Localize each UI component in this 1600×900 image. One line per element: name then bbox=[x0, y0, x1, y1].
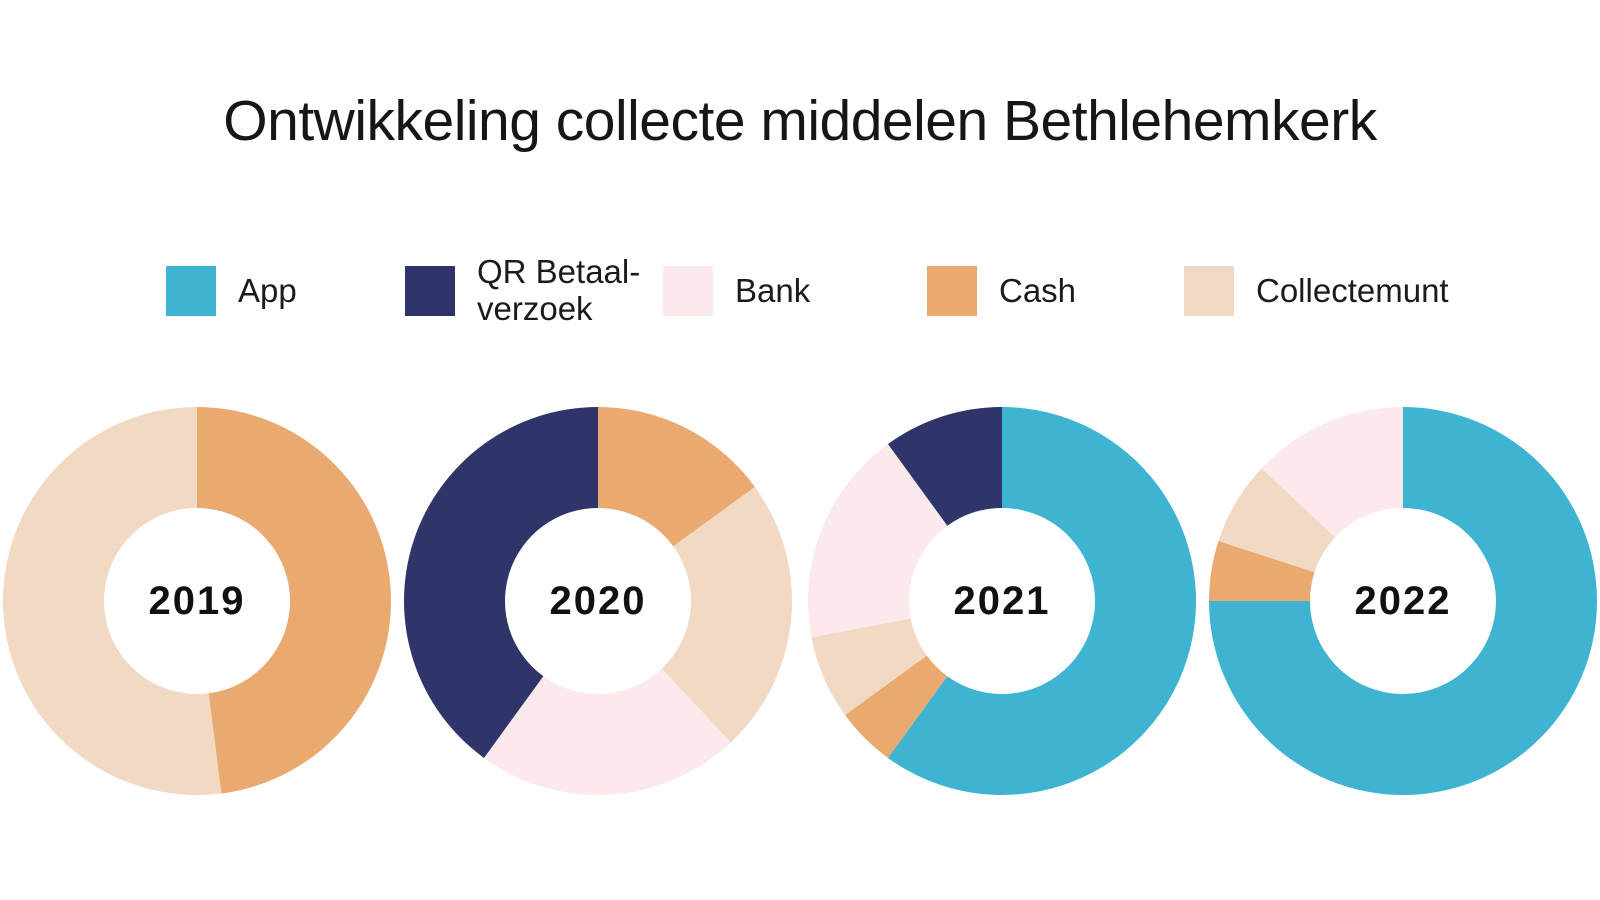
donut-2022-segment-bank bbox=[1261, 407, 1403, 538]
legend-item-collectemunt: Collectemunt bbox=[1184, 262, 1449, 320]
donut-2019-segment-cash bbox=[197, 407, 391, 794]
donut-chart-2020: 2020 bbox=[404, 407, 792, 795]
donut-chart-2019: 2019 bbox=[3, 407, 391, 795]
chart-title: Ontwikkeling collecte middelen Bethlehem… bbox=[223, 89, 1377, 153]
donut-2020-segment-cash bbox=[598, 407, 755, 547]
cash-legend-swatch bbox=[927, 266, 977, 316]
donut-chart-2020-svg bbox=[404, 407, 792, 795]
donut-2022-segment-collectemunt bbox=[1218, 468, 1336, 573]
legend-item-qr-betaalverzoek: QR Betaal- verzoek bbox=[405, 253, 640, 327]
donut-2020-segment-bank bbox=[483, 668, 731, 795]
donut-2020-segment-collectemunt bbox=[661, 486, 792, 743]
donut-2021-segment-bank bbox=[808, 444, 948, 638]
donut-2021-segment-cash bbox=[845, 655, 948, 758]
donut-chart-2022: 2022 bbox=[1209, 407, 1597, 795]
collectemunt-legend-swatch bbox=[1184, 266, 1234, 316]
legend-item-app: App bbox=[166, 262, 297, 320]
qr-betaalverzoek-legend-swatch bbox=[405, 266, 455, 316]
legend-label-collectemunt: Collectemunt bbox=[1256, 271, 1449, 309]
donut-2022-segment-cash bbox=[1209, 541, 1315, 601]
donut-2022-segment-app bbox=[1209, 407, 1597, 795]
legend-label-bank: Bank bbox=[735, 271, 811, 309]
donut-chart-2019-svg bbox=[3, 407, 391, 795]
donut-2019-segment-collectemunt bbox=[3, 407, 222, 795]
donut-chart-2021: 2021 bbox=[808, 407, 1196, 795]
bank-legend-swatch bbox=[663, 266, 713, 316]
donut-chart-2022-svg bbox=[1209, 407, 1597, 795]
legend-label-qr-betaalverzoek: QR Betaal- verzoek bbox=[477, 253, 641, 327]
app-legend-swatch bbox=[166, 266, 216, 316]
legend-item-bank: Bank bbox=[663, 262, 810, 320]
legend-label-app: App bbox=[238, 271, 297, 309]
donut-2021-segment-qr bbox=[887, 407, 1002, 526]
donut-2021-segment-collectemunt bbox=[811, 618, 927, 716]
legend-label-cash: Cash bbox=[999, 271, 1077, 309]
legend-item-cash: Cash bbox=[927, 262, 1076, 320]
donut-chart-2021-svg bbox=[808, 407, 1196, 795]
donut-2021-segment-app bbox=[887, 407, 1196, 795]
donut-2020-segment-qr bbox=[404, 407, 598, 758]
